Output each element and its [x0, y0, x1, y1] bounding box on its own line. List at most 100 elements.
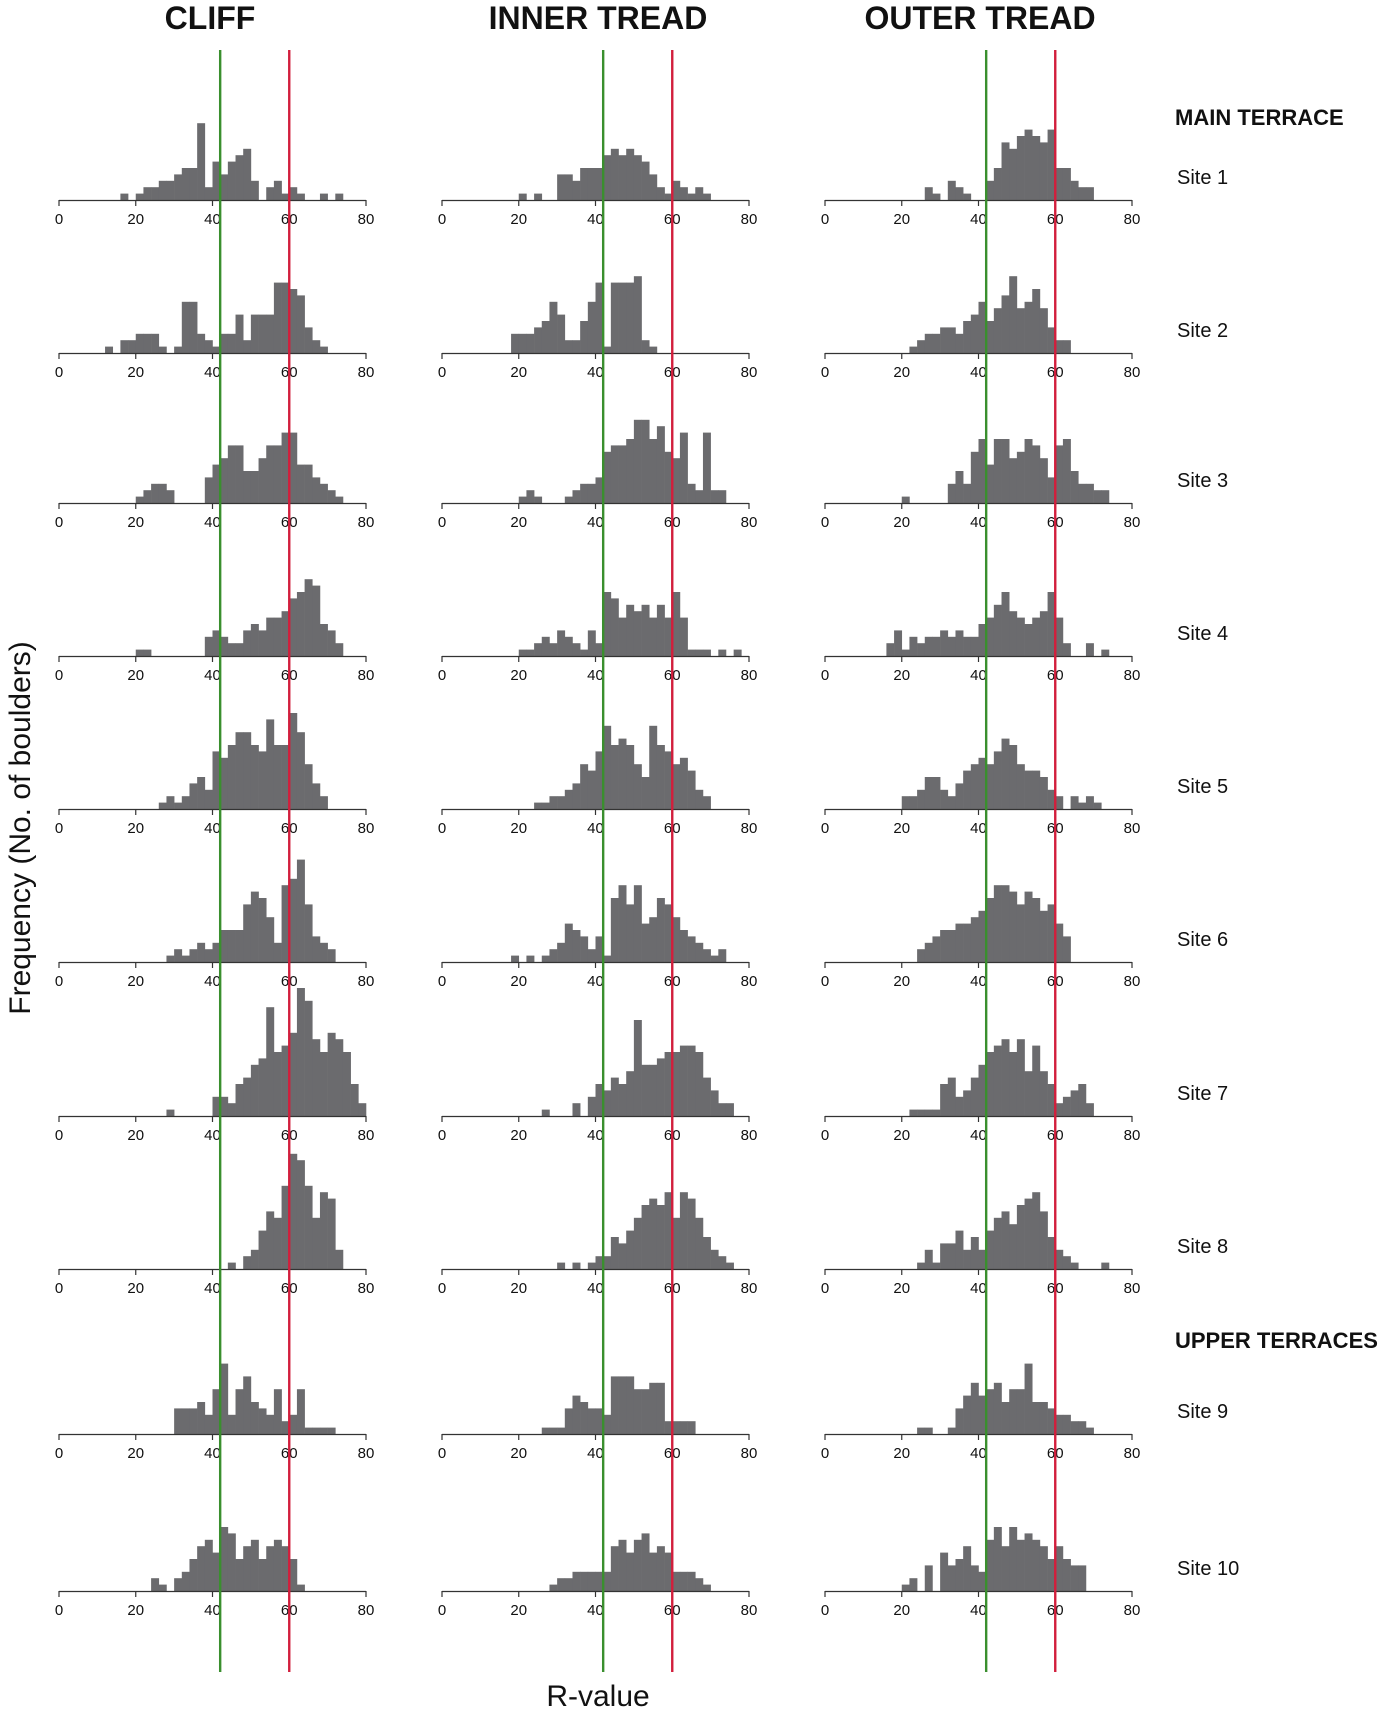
histogram-bar — [197, 942, 206, 962]
histogram-bar — [679, 617, 688, 656]
site-label: Site 1 — [1177, 167, 1228, 189]
x-tick-label: 0 — [821, 1445, 829, 1462]
panel-row10-col2: 020406080 — [438, 1533, 757, 1619]
histogram-bar — [319, 942, 328, 962]
histogram-bar — [204, 187, 213, 200]
histogram-bar — [970, 1077, 979, 1116]
histogram-bar — [572, 340, 581, 353]
histogram-bar — [1085, 643, 1094, 656]
x-tick-label: 0 — [438, 514, 446, 531]
histogram-bar — [978, 1249, 987, 1269]
histogram-bar — [1062, 340, 1071, 353]
x-tick-label: 20 — [893, 211, 910, 228]
histogram-bar — [1039, 142, 1048, 200]
histogram-bar — [679, 187, 688, 200]
histogram-bar — [603, 1090, 612, 1116]
histogram-bar — [1070, 471, 1079, 503]
histogram-bar — [204, 477, 213, 503]
histogram-bar — [250, 624, 259, 656]
histogram-bar — [1070, 1421, 1079, 1434]
histogram-bar — [258, 314, 267, 353]
histogram-bar — [687, 193, 696, 200]
x-tick-label: 20 — [510, 1445, 527, 1462]
histogram-bar — [626, 148, 635, 200]
histogram-bar — [633, 419, 642, 503]
histogram-bar — [924, 333, 933, 353]
x-tick-label: 80 — [1124, 364, 1141, 381]
histogram-bar — [687, 936, 696, 962]
histogram-bar — [312, 1217, 321, 1269]
histogram-bar — [572, 643, 581, 656]
x-tick-label: 40 — [970, 364, 987, 381]
histogram-bar — [955, 333, 964, 353]
x-tick-label: 0 — [55, 1602, 63, 1619]
histogram-bar — [335, 193, 344, 200]
histogram-bar — [143, 490, 152, 503]
histogram-bar — [603, 1571, 612, 1591]
histogram-bar — [151, 333, 160, 353]
histogram-bar — [909, 1109, 918, 1116]
x-tick-label: 80 — [358, 514, 375, 531]
panel-row7-col2: 020406080 — [438, 1020, 757, 1144]
x-tick-label: 40 — [587, 667, 604, 684]
histogram-bar — [924, 1565, 933, 1591]
histogram-bar — [557, 796, 566, 809]
x-tick-label: 80 — [1124, 514, 1141, 531]
column-title-inner-tread: INNER TREAD — [489, 0, 708, 36]
histogram-bar — [1055, 796, 1064, 809]
x-tick-label: 40 — [204, 667, 221, 684]
histogram-bar — [940, 789, 949, 809]
histogram-bar — [656, 426, 665, 503]
histogram-bar — [1009, 458, 1018, 503]
x-tick-label: 40 — [204, 1280, 221, 1297]
histogram-bar — [258, 458, 267, 503]
histogram-bar — [1032, 770, 1041, 809]
histogram-bar — [549, 1584, 558, 1591]
histogram-bar — [250, 1539, 259, 1591]
histogram-bar — [679, 930, 688, 962]
histogram-bar — [641, 1064, 650, 1116]
histogram-bar — [319, 483, 328, 503]
histogram-bar — [197, 1546, 206, 1591]
x-tick-label: 80 — [358, 820, 375, 837]
histogram-bar — [924, 777, 933, 809]
histogram-bar — [917, 643, 926, 656]
histogram-bar — [626, 282, 635, 353]
x-tick-label: 80 — [1124, 973, 1141, 990]
x-tick-label: 40 — [204, 1445, 221, 1462]
histogram-bar — [679, 757, 688, 809]
histogram-bar — [273, 745, 282, 809]
histogram-bar — [595, 168, 604, 200]
x-tick-label: 0 — [821, 1127, 829, 1144]
x-tick-label: 0 — [55, 514, 63, 531]
histogram-bar — [626, 1071, 635, 1116]
histogram-bar — [327, 1032, 336, 1116]
x-tick-label: 20 — [127, 1127, 144, 1144]
histogram-bar — [955, 1408, 964, 1434]
histogram-bar — [603, 155, 612, 200]
histogram-bar — [549, 643, 558, 656]
histogram-bar — [1009, 891, 1018, 962]
histogram-bar — [120, 193, 129, 200]
histogram-bar — [687, 1045, 696, 1116]
histogram-bar — [1078, 1084, 1087, 1116]
histogram-bar — [135, 649, 144, 656]
histogram-bar — [955, 187, 964, 200]
histogram-bar — [1047, 477, 1056, 503]
histogram-bar — [687, 1198, 696, 1269]
histogram-bar — [289, 878, 298, 962]
histogram-bar — [281, 193, 290, 200]
histogram-bar — [718, 490, 727, 503]
histogram-bar — [947, 1077, 956, 1116]
x-tick-label: 40 — [587, 1445, 604, 1462]
histogram-bar — [266, 187, 275, 200]
panel-row5-col2: 020406080 — [438, 725, 757, 837]
histogram-bar — [541, 955, 550, 962]
histogram-bar — [189, 168, 198, 200]
x-tick-label: 40 — [587, 1280, 604, 1297]
x-tick-label: 0 — [55, 973, 63, 990]
histogram-bar — [511, 333, 520, 353]
histogram-bar — [1085, 483, 1094, 503]
histogram-bar — [1085, 1103, 1094, 1116]
x-tick-label: 20 — [893, 1280, 910, 1297]
